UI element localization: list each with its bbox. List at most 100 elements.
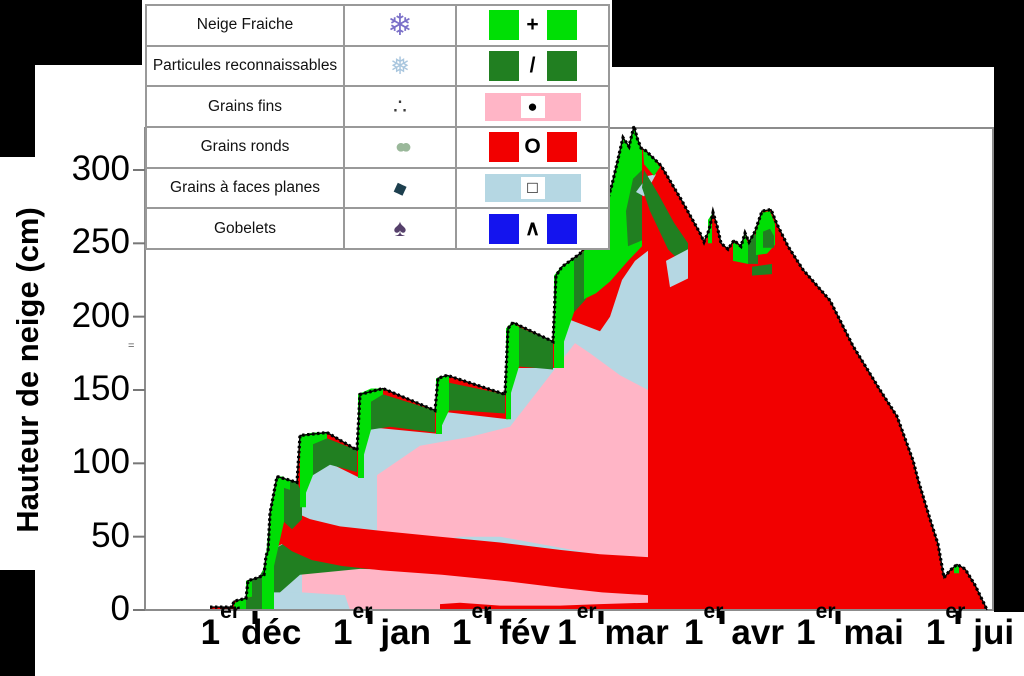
x-axis-label-mar: 1ermar [557, 600, 669, 653]
swatch-bar: ● [484, 92, 581, 121]
partial-crystal-icon: ❅ [389, 52, 411, 80]
region-grains-fins-low [302, 563, 648, 610]
region-grains-ronds-band [267, 502, 650, 596]
x-label-month: jan [380, 613, 431, 652]
region-neige-fraiche-4 [358, 388, 371, 478]
swatch-pair: O [488, 132, 577, 163]
region-particules-fleck [752, 263, 772, 276]
x-label-ordinal: er [703, 600, 724, 624]
region-particules-bump2 [763, 228, 774, 248]
legend-swatch-cell: + [457, 6, 608, 45]
x-label-day: 1 [557, 613, 577, 652]
legend-crystal-cell: ∴ [345, 87, 457, 127]
legend-row-grains-fins: Grains fins ∴ ● [147, 87, 608, 129]
region-faces-planes-basal [270, 592, 345, 610]
y-axis-label-150: 150 [71, 368, 130, 408]
x-label-month: avr [731, 613, 784, 652]
x-axis-label-fév: 1erfév [452, 600, 550, 653]
scan-artifact-top-left [0, 0, 142, 65]
x-label-ordinal: er [576, 600, 597, 624]
x-axis-label-avr: 1eravr [684, 600, 784, 653]
x-tick-déc [252, 611, 258, 624]
legend-crystal-cell: ❄ [345, 6, 457, 45]
x-label-day: 1 [200, 613, 221, 652]
legend-swatch-cell: / [457, 47, 608, 86]
legend-label: Grains fins [147, 87, 345, 127]
faceted-grain-icon: ◆ [389, 175, 410, 200]
swatch-pair: / [488, 51, 577, 81]
artifact-mark: = [128, 340, 135, 352]
x-tick-jan [367, 611, 373, 624]
swatch-pair: ∧ [488, 213, 577, 244]
x-label-day: 1 [452, 613, 472, 652]
swatch-color-left [488, 10, 519, 41]
legend-row-grains-ronds: Grains ronds ●● O [147, 128, 608, 169]
x-label-month: mai [843, 613, 904, 652]
x-tick-mai [835, 611, 841, 624]
region-particules-7b [626, 170, 642, 247]
x-axis-label-jan: 1erjan [333, 600, 431, 653]
region-neige-fraiche-3 [300, 432, 313, 508]
region-neige-fraiche-6 [506, 322, 519, 420]
legend-label: Particules reconnaissables [147, 46, 345, 86]
legend-swatch-cell: ● [457, 87, 608, 126]
x-label-ordinal: er [352, 600, 373, 624]
scan-artifact-left-upper [0, 65, 35, 157]
scan-artifact-right-column [994, 67, 1024, 612]
y-axis-label-0: 0 [110, 589, 130, 628]
swatch-color-left [488, 51, 519, 81]
x-label-month: fév [499, 613, 550, 652]
legend-crystal-cell: ●● [345, 128, 457, 167]
region-grains-ronds-bottom [440, 602, 648, 610]
x-label-ordinal: er [945, 600, 966, 624]
snowflake-icon: ❄ [387, 8, 413, 42]
legend-label: Grains ronds [147, 128, 345, 167]
y-axis-label-50: 50 [91, 515, 130, 555]
y-axis-label-200: 200 [71, 295, 130, 335]
swatch-color-right [546, 132, 577, 163]
legend-crystal-cell: ♠ [345, 209, 457, 249]
region-neige-fraiche-5 [436, 375, 449, 434]
grain-symbol: / [529, 54, 536, 77]
x-label-day: 1 [684, 613, 704, 652]
x-label-month: jui [973, 613, 1015, 652]
region-particules-2 [284, 479, 302, 530]
region-particules-march [642, 170, 688, 270]
region-grains-fins-upper [377, 343, 648, 562]
legend-row-neige-fraiche: Neige Fraiche ❄ + [147, 6, 608, 47]
x-label-month: mar [604, 613, 669, 652]
x-tick-mar [598, 611, 604, 624]
y-axis-label-250: 250 [71, 222, 130, 262]
region-particules-4 [371, 394, 435, 433]
x-axis-label-déc: 1erdéc [200, 600, 302, 653]
region-particules-6 [519, 326, 553, 370]
x-label-day: 1 [796, 613, 816, 652]
scan-artifact-bottom-left [0, 570, 35, 676]
legend-swatch-cell: □ [457, 169, 608, 208]
swatch-color-right [546, 10, 577, 41]
region-particules-low [252, 544, 430, 610]
x-label-month: déc [241, 613, 302, 652]
round-grains-icon: ●● [394, 135, 412, 158]
swatch-color-right [546, 51, 577, 81]
x-label-day: 1 [333, 613, 353, 652]
region-neige-fraiche-2 [262, 476, 284, 610]
scan-artifact-top-right [612, 0, 1024, 67]
legend-crystal-cell: ❅ [345, 46, 457, 86]
region-particules-7a [574, 249, 586, 313]
swatch-bar: □ [484, 174, 581, 203]
x-tick-jui [955, 611, 961, 624]
fine-grains-icon: ∴ [393, 93, 407, 119]
legend-row-grains-faces-planes: Grains à faces planes ◆ □ [147, 168, 608, 210]
grain-symbol: ∧ [524, 217, 541, 241]
region-neige-fraiche-crust [643, 149, 660, 176]
x-tick-fév [486, 611, 492, 624]
grain-symbol: O [524, 135, 541, 159]
region-particules-5 [449, 382, 505, 414]
x-label-ordinal: er [471, 600, 492, 624]
legend-label: Grains à faces planes [147, 168, 345, 208]
region-neige-fraiche-7 [554, 258, 574, 368]
legend-row-gobelets: Gobelets ♠ ∧ [147, 209, 608, 249]
region-neige-fraiche-mass [584, 126, 642, 300]
